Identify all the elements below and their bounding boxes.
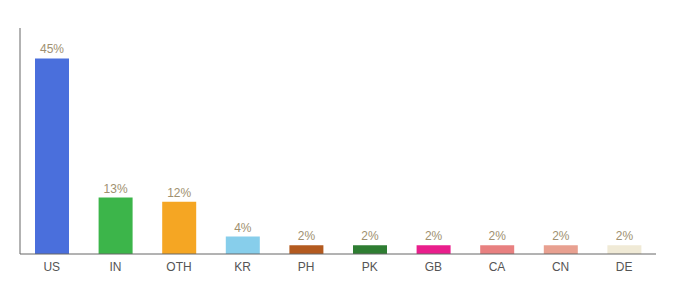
svg-text:KR: KR: [234, 260, 251, 274]
svg-text:IN: IN: [109, 260, 121, 274]
svg-text:2%: 2%: [298, 229, 316, 243]
svg-text:12%: 12%: [167, 186, 191, 200]
svg-text:4%: 4%: [234, 221, 252, 235]
svg-text:2%: 2%: [616, 229, 634, 243]
svg-text:GB: GB: [425, 260, 442, 274]
svg-text:US: US: [43, 260, 60, 274]
svg-text:2%: 2%: [489, 229, 507, 243]
svg-text:2%: 2%: [361, 229, 379, 243]
svg-text:DE: DE: [616, 260, 633, 274]
svg-text:2%: 2%: [552, 229, 570, 243]
svg-text:2%: 2%: [425, 229, 443, 243]
svg-text:PK: PK: [362, 260, 378, 274]
svg-text:CN: CN: [552, 260, 569, 274]
svg-text:45%: 45%: [40, 42, 64, 56]
svg-text:PH: PH: [298, 260, 315, 274]
svg-text:OTH: OTH: [166, 260, 191, 274]
svg-text:CA: CA: [489, 260, 506, 274]
svg-text:13%: 13%: [104, 182, 128, 196]
